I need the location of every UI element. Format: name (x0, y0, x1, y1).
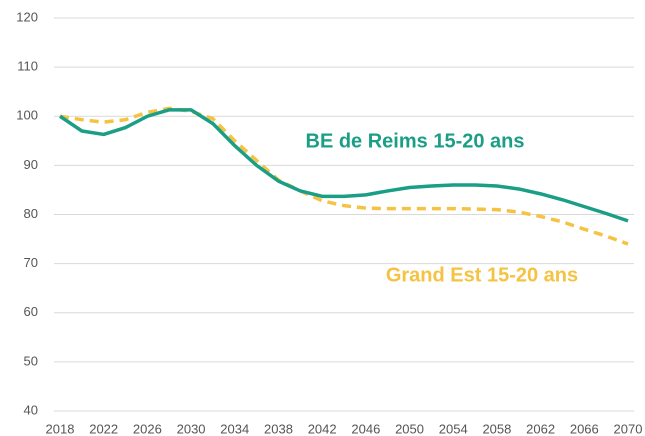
x-tick-label: 2066 (570, 421, 599, 436)
y-tick-label: 90 (24, 157, 38, 172)
x-tick-label: 2022 (89, 421, 118, 436)
y-tick-label: 110 (17, 59, 38, 74)
y-tick-label: 70 (24, 255, 38, 270)
x-tick-label: 2038 (264, 421, 293, 436)
y-tick-label: 60 (24, 304, 38, 319)
x-tick-label: 2034 (220, 421, 249, 436)
x-tick-label: 2050 (395, 421, 424, 436)
series-label: BE de Reims 15-20 ans (306, 130, 525, 152)
y-tick-label: 120 (16, 9, 38, 24)
series-label: Grand Est 15-20 ans (386, 264, 578, 286)
y-tick-label: 40 (24, 402, 38, 417)
x-tick-label: 2070 (614, 421, 643, 436)
x-tick-label: 2054 (439, 421, 468, 436)
series-line (59, 108, 629, 223)
x-tick-label: 2046 (351, 421, 380, 436)
x-tick-label: 2026 (133, 421, 162, 436)
x-tick-label: 2042 (308, 421, 337, 436)
x-tick-label: 2030 (177, 421, 206, 436)
y-tick-label: 50 (24, 353, 38, 368)
series-line (59, 106, 629, 246)
x-tick-label: 2018 (46, 421, 75, 436)
x-tick-label: 2062 (526, 421, 555, 436)
y-tick-label: 100 (16, 108, 38, 123)
x-tick-label: 2058 (482, 421, 511, 436)
y-tick-label: 80 (24, 206, 38, 221)
